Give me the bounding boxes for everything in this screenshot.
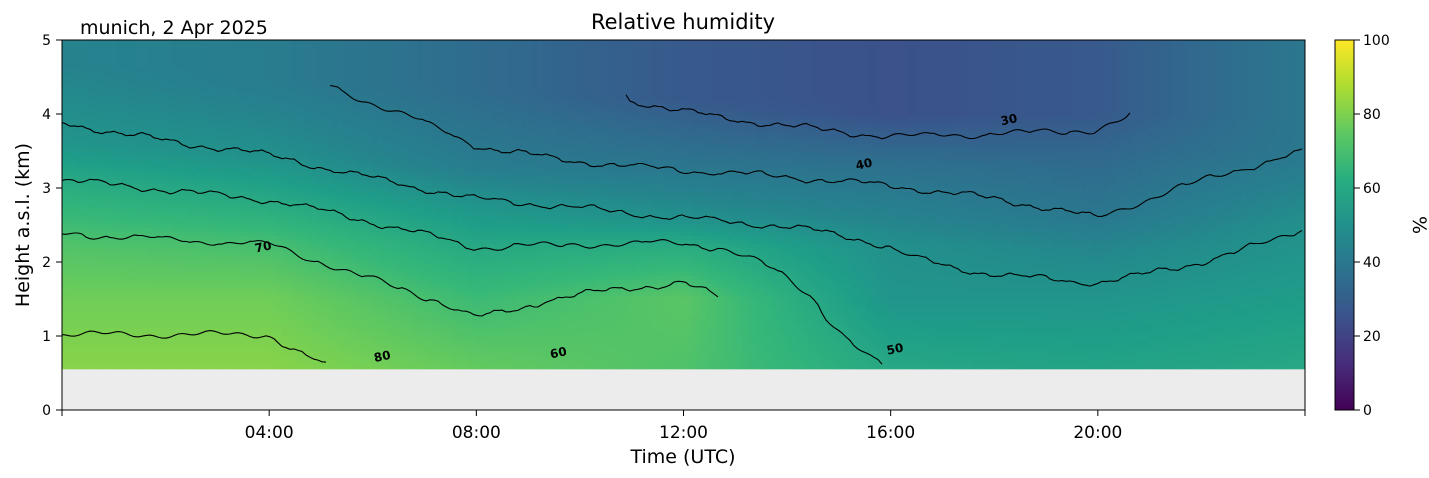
y-axis: 0 1 2 3 4 5	[42, 33, 62, 419]
y-axis-label: Height a.s.l. (km)	[12, 143, 34, 307]
contour-label-50: 50	[885, 341, 904, 358]
colorbar-tick-label: 0	[1363, 403, 1372, 419]
y-tick-label: 3	[42, 181, 51, 197]
contour-lines	[62, 84, 1303, 365]
x-tick-label: 20:00	[1073, 423, 1122, 443]
contour-label-70: 70	[254, 238, 273, 255]
contour-line-70	[62, 232, 719, 317]
plot-area: 70 80 60 40 50 30	[61, 39, 1306, 411]
colorbar-gradient	[1334, 39, 1355, 411]
colorbar-tick-label: 100	[1363, 33, 1390, 49]
x-tick-label: 16:00	[866, 423, 915, 443]
y-tick-label: 1	[42, 329, 51, 345]
humidity-field	[62, 40, 1305, 370]
chart-subtitle: munich, 2 Apr 2025	[80, 17, 268, 39]
contour-label-30: 30	[999, 111, 1018, 128]
contour-line-50	[62, 121, 1303, 287]
colorbar-tick-label: 20	[1363, 329, 1381, 345]
colorbar-tick-label: 60	[1363, 181, 1381, 197]
chart-title: Relative humidity	[591, 10, 775, 34]
contour-line-40	[329, 84, 1303, 218]
colorbar: 0 20 40 60 80 100 %	[1334, 33, 1429, 419]
contour-label-layer: 70 80 60 40 50 30	[254, 111, 1019, 365]
contour-line-60	[62, 178, 883, 365]
x-axis: 04:00 08:00 12:00 16:00 20:00	[61, 410, 1306, 443]
contour-line-80	[62, 330, 327, 363]
x-tick-label: 12:00	[659, 423, 708, 443]
y-tick-label: 4	[42, 107, 51, 123]
y-tick-label: 5	[42, 33, 51, 49]
contour-label-40: 40	[854, 156, 873, 173]
contour-line-30	[625, 94, 1131, 140]
contour-label-60: 60	[549, 344, 568, 361]
y-tick-label: 2	[42, 255, 51, 271]
x-axis-label: Time (UTC)	[629, 446, 735, 468]
colorbar-label: %	[1408, 216, 1429, 234]
colorbar-tick-label: 80	[1363, 107, 1381, 123]
y-tick-label: 0	[42, 403, 51, 419]
colorbar-tick-label: 40	[1363, 255, 1381, 271]
colorbar-ticks: 0 20 40 60 80 100	[1354, 33, 1390, 419]
x-tick-label: 04:00	[245, 423, 294, 443]
contour-label-80: 80	[373, 348, 392, 365]
x-tick-label: 08:00	[452, 423, 501, 443]
